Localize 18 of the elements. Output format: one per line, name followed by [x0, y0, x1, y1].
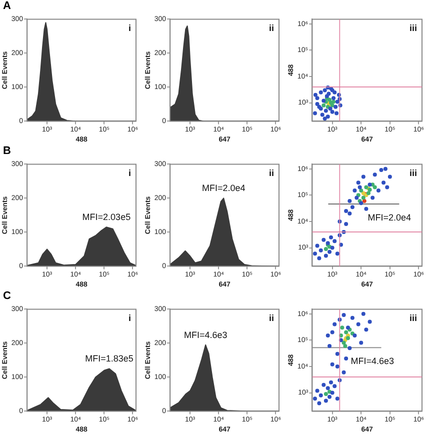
chart-title: A [3, 0, 11, 12]
annotation: MFI=4.6e3 [184, 330, 228, 340]
chart-title: C [3, 290, 11, 302]
annotation: MFI=2.0e4 [202, 183, 246, 194]
annotation: MFI=2.0e4 [368, 212, 411, 223]
annotation: i [128, 313, 131, 324]
chart-title: B [3, 145, 11, 157]
annotation: i [128, 168, 131, 178]
annotation: iii [409, 313, 417, 324]
annotation: i [128, 23, 131, 34]
annotation: iii [409, 23, 417, 34]
annotation: iii [409, 168, 417, 178]
annotation: MFI=4.6e3 [350, 356, 394, 366]
annotation: ii [268, 313, 274, 324]
annotation: MFI=2.03e5 [82, 212, 131, 222]
annotation: MFI=1.83e5 [85, 354, 134, 364]
annotation: ii [268, 168, 274, 178]
annotation: ii [268, 23, 274, 34]
